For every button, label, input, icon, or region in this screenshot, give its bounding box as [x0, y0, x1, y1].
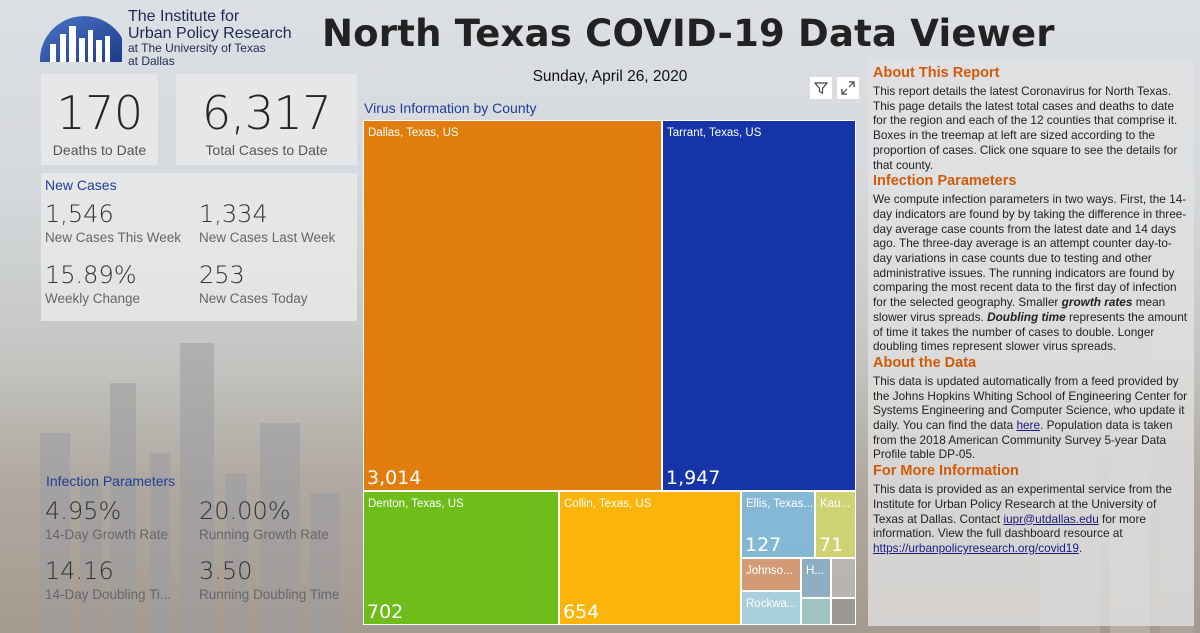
- doubling-running-value: 3.50: [199, 557, 253, 585]
- tile-dallas-name: Dallas, Texas, US: [368, 127, 459, 139]
- new-cases-panel: [41, 173, 357, 321]
- page-title: North Texas COVID-19 Data Viewer: [322, 12, 1055, 55]
- new-cases-this-week[interactable]: 1,546 New Cases This Week: [45, 200, 181, 245]
- dashboard-url-link[interactable]: https://urbanpolicyresearch.org/covid19: [873, 540, 1079, 555]
- weekly-change[interactable]: 15.89% Weekly Change: [45, 261, 140, 306]
- new-cases-last-week[interactable]: 1,334 New Cases Last Week: [199, 200, 335, 245]
- new-cases-today-value: 253: [199, 261, 245, 289]
- new-cases-this-week-label: New Cases This Week: [45, 230, 182, 245]
- about-data-text-1: This data is updated automatically from …: [873, 373, 1188, 433]
- growth-14-day[interactable]: 4.95% 14-Day Growth Rate: [45, 497, 168, 542]
- tile-rockwall-name: Rockwa...: [746, 598, 797, 610]
- about-data-heading: About the Data: [873, 354, 977, 371]
- iupr-logo-icon: [39, 16, 122, 62]
- tile-collin-name: Collin, Texas, US: [564, 498, 652, 510]
- weekly-change-value: 15.89%: [45, 261, 137, 289]
- contact-email-link[interactable]: iupr@utdallas.edu: [1003, 511, 1099, 526]
- logo-line-2: Urban Policy Research: [128, 25, 292, 42]
- doubling-running[interactable]: 3.50 Running Doubling Time: [199, 557, 339, 602]
- about-data-text-2: . Population data is taken from the 2018…: [873, 418, 1173, 462]
- deaths-card[interactable]: 170 Deaths to Date: [41, 74, 158, 165]
- new-cases-last-week-label: New Cases Last Week: [199, 230, 336, 245]
- tile-ellis[interactable]: Ellis, Texas... 127: [741, 491, 815, 558]
- tile-dallas[interactable]: Dallas, Texas, US 3,014: [363, 120, 662, 491]
- tile-collin-value: 654: [563, 601, 600, 623]
- tile-tarrant[interactable]: Tarrant, Texas, US 1,947: [662, 120, 856, 491]
- deaths-value: 170: [56, 86, 143, 140]
- about-report-heading: About This Report: [873, 65, 1000, 81]
- growth-running-label: Running Growth Rate: [199, 527, 329, 542]
- weekly-change-label: Weekly Change: [45, 291, 141, 306]
- total-cases-card[interactable]: 6,317 Total Cases to Date: [176, 74, 357, 165]
- about-report-text: This report details the latest Coronavir…: [873, 84, 1178, 172]
- tile-small-county-b[interactable]: [801, 598, 831, 625]
- logo-line-3: at The University of Texas: [128, 41, 266, 55]
- doubling-running-label: Running Doubling Time: [199, 587, 340, 602]
- infection-text-3: represents the amount of time it takes t…: [873, 309, 1188, 354]
- more-info-text: This data is provided as an experimental…: [873, 482, 1189, 556]
- new-cases-today-label: New Cases Today: [199, 291, 308, 306]
- new-cases-this-week-value: 1,546: [45, 200, 114, 228]
- total-cases-value: 6,317: [201, 86, 332, 140]
- tile-johnson[interactable]: Johnso...: [741, 558, 801, 591]
- tile-kaufman-value: 71: [819, 534, 844, 556]
- growth-running-value: 20.00%: [199, 497, 291, 525]
- about-data-text: This data is updated automatically from …: [873, 374, 1189, 462]
- tile-small-county-c[interactable]: [831, 598, 856, 625]
- tile-rockwall[interactable]: Rockwa...: [741, 591, 801, 625]
- tile-hunt[interactable]: H...: [801, 558, 831, 598]
- infection-parameters-title: Infection Parameters: [46, 473, 176, 489]
- new-cases-last-week-value: 1,334: [199, 200, 268, 228]
- new-cases-today[interactable]: 253 New Cases Today: [199, 261, 308, 306]
- tile-denton[interactable]: Denton, Texas, US 702: [363, 491, 559, 625]
- tile-kaufman[interactable]: Kau... 71: [815, 491, 856, 558]
- doubling-14-day-label: 14-Day Doubling Ti...: [45, 587, 172, 602]
- tile-ellis-value: 127: [745, 534, 782, 556]
- more-info-text-2: for more information. View the full dash…: [873, 511, 1146, 541]
- tile-small-county-a[interactable]: [831, 558, 856, 598]
- deaths-label: Deaths to Date: [52, 142, 147, 158]
- total-cases-label: Total Cases to Date: [205, 142, 328, 158]
- iupr-logo: The Institute for Urban Policy Research …: [36, 6, 326, 68]
- infection-text-2: mean slower virus spreads.: [873, 295, 1166, 324]
- focus-mode-button[interactable]: [836, 76, 860, 100]
- tile-denton-value: 702: [367, 601, 404, 623]
- data-source-link[interactable]: here: [1016, 418, 1041, 433]
- treemap-title: Virus Information by County: [364, 100, 537, 116]
- doubling-time-emphasis: Doubling time: [987, 309, 1066, 324]
- tile-dallas-value: 3,014: [367, 467, 422, 489]
- filter-button[interactable]: [809, 76, 833, 100]
- infection-parameters-heading: Infection Parameters: [873, 173, 1017, 190]
- focus-mode-icon: [841, 81, 855, 95]
- tile-tarrant-name: Tarrant, Texas, US: [667, 127, 762, 139]
- more-info-heading: For More Information: [873, 463, 1019, 480]
- tile-denton-name: Denton, Texas, US: [368, 498, 464, 510]
- report-date: Sunday, April 26, 2020: [532, 68, 688, 85]
- tile-johnson-name: Johnso...: [746, 565, 793, 577]
- new-cases-title: New Cases: [45, 177, 117, 193]
- growth-14-day-label: 14-Day Growth Rate: [45, 527, 169, 542]
- iupr-logo-text: The Institute for Urban Policy Research …: [128, 8, 292, 68]
- tile-kaufman-name: Kau...: [820, 498, 851, 510]
- doubling-14-day[interactable]: 14.16 14-Day Doubling Ti...: [45, 557, 171, 602]
- infection-text-1: We compute infection parameters in two w…: [873, 192, 1187, 310]
- more-info-text-3: .: [1078, 540, 1083, 555]
- about-panel: About This Report This report details th…: [868, 60, 1194, 626]
- doubling-14-day-value: 14.16: [45, 557, 114, 585]
- filter-icon: [814, 82, 828, 94]
- growth-rates-emphasis: growth rates: [1061, 295, 1133, 310]
- logo-line-1: The Institute for: [128, 8, 240, 25]
- logo-line-4: at Dallas: [128, 54, 175, 68]
- growth-14-day-value: 4.95%: [45, 497, 122, 525]
- tile-ellis-name: Ellis, Texas...: [746, 498, 813, 510]
- tile-tarrant-value: 1,947: [666, 467, 721, 489]
- tile-collin[interactable]: Collin, Texas, US 654: [559, 491, 741, 625]
- growth-running[interactable]: 20.00% Running Growth Rate: [199, 497, 329, 542]
- tile-hunt-name: H...: [806, 565, 824, 577]
- more-info-text-1: This data is provided as an experimental…: [873, 482, 1172, 526]
- infection-parameters-text: We compute infection parameters in two w…: [873, 192, 1189, 354]
